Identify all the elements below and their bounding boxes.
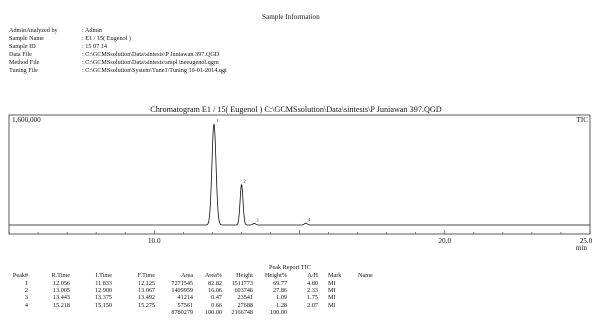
peak-marker: 1 bbox=[216, 118, 218, 123]
col-area-pct: 0.66 bbox=[211, 301, 222, 309]
info-value: : C:\GCMSsolution\Data\sintesis\smpl ine… bbox=[82, 59, 219, 66]
col-height-pct: 69.77 bbox=[273, 280, 287, 287]
col-peak: 1 bbox=[24, 280, 28, 287]
col-ah: A/H bbox=[307, 272, 318, 279]
info-row: Sample ID : 15 07 14 bbox=[0, 43, 400, 51]
table-row: 4 15.218 15.150 15.275 57561 0.66 27688 1.28 2.0… bbox=[0, 302, 592, 310]
info-value: : C:\GCMSsolution\System\Tune1\Tuning 10… bbox=[82, 67, 227, 74]
info-value: : E1 / 15( Eugenol ) bbox=[82, 35, 131, 42]
col-area: Area bbox=[180, 272, 193, 279]
info-row: Method File : C:\GCMSsolution\Data\sintes… bbox=[0, 59, 400, 67]
col-ftime: 12.125 bbox=[137, 280, 155, 287]
info-key: Method File bbox=[9, 59, 40, 66]
table-totals-row: 8780279 100.00 2166748 100.00 bbox=[0, 309, 592, 317]
col-mark: MI bbox=[328, 287, 336, 295]
x-unit-label: min bbox=[576, 244, 588, 252]
col-itime: 15.150 bbox=[94, 301, 112, 309]
info-key: Sample Name bbox=[9, 35, 44, 42]
info-key: Tuning File bbox=[9, 67, 38, 74]
plot-frame bbox=[8, 114, 591, 235]
table-header: Peak# R.Time I.Time F.Time Area Area% Height He… bbox=[0, 272, 592, 280]
col-height: 23541 bbox=[237, 294, 253, 302]
info-row: AdminAnalyzed by : Admin bbox=[0, 27, 400, 35]
col-ah: 4.80 bbox=[307, 280, 318, 287]
x-tick-label: 10.0 bbox=[148, 237, 161, 245]
info-key: Data File bbox=[9, 51, 32, 58]
col-area: 57561 bbox=[177, 301, 193, 309]
info-value: : Admin bbox=[82, 27, 103, 34]
info-row: Data File : C:\GCMSsolution\Data\sintesis… bbox=[0, 51, 400, 59]
col-peak: 2 bbox=[24, 287, 28, 295]
table-row: 3 13.443 13.375 13.492 41214 0.47 23541 1.09 1.7… bbox=[0, 294, 592, 302]
info-key: AdminAnalyzed by bbox=[9, 27, 58, 34]
col-area-pct: 0.47 bbox=[211, 294, 222, 302]
col-mark: MI bbox=[328, 301, 336, 309]
x-axis: 10.0 20.0 25.0 bbox=[8, 230, 592, 245]
col-area: 1409959 bbox=[171, 287, 193, 295]
col-ah: 2.33 bbox=[307, 287, 318, 295]
col-peak: 3 bbox=[24, 294, 28, 302]
col-rtime: 12.056 bbox=[52, 280, 70, 287]
col-height-pct: 100.00 bbox=[269, 308, 287, 316]
tic-trace bbox=[9, 123, 590, 226]
col-itime: I.Time bbox=[95, 272, 112, 279]
chromatogram-chart: Chromatogram E1 / 15( Eugenol ) C:\GCMSs… bbox=[8, 105, 592, 252]
col-mark: MI bbox=[328, 280, 336, 287]
table-row: 1 12.056 11.833 12.125 7271545 82.82 1511773 69… bbox=[0, 280, 592, 288]
col-area-pct: 100.00 bbox=[204, 308, 222, 316]
col-ftime: 13.492 bbox=[137, 294, 155, 302]
col-height: 1511773 bbox=[231, 280, 253, 287]
peak-marker: 2 bbox=[244, 179, 246, 184]
col-height-pct: 27.86 bbox=[273, 287, 287, 295]
col-rtime: 13.005 bbox=[52, 287, 70, 295]
peak-report-title: Peak Report TIC bbox=[269, 264, 311, 271]
chart-title: Chromatogram E1 / 15( Eugenol ) C:\GCMSs… bbox=[150, 105, 442, 114]
y-max-label: 1,600,000 bbox=[12, 116, 41, 124]
col-area-pct: Area% bbox=[204, 272, 222, 279]
tic-label: TIC bbox=[576, 116, 588, 124]
col-height: Height bbox=[236, 272, 253, 279]
info-row: Sample Name : E1 / 15( Eugenol ) bbox=[0, 35, 400, 43]
col-ah: 2.07 bbox=[307, 301, 318, 309]
info-value: : 15 07 14 bbox=[82, 43, 107, 50]
col-peak: 4 bbox=[24, 301, 28, 309]
info-row: Tuning File : C:\GCMSsolution\System\Tune… bbox=[0, 67, 400, 75]
col-itime: 12.900 bbox=[94, 287, 112, 295]
col-area: 7271545 bbox=[171, 280, 193, 287]
col-peak: Peak# bbox=[12, 272, 28, 279]
col-area: 41214 bbox=[177, 294, 193, 302]
col-rtime: 15.218 bbox=[52, 301, 70, 309]
col-rtime: 13.443 bbox=[52, 294, 70, 302]
col-height-pct: 1.28 bbox=[276, 301, 287, 309]
peak-marker: 3 bbox=[256, 217, 259, 222]
table-row: 2 13.005 12.900 13.067 1409959 16.06 603746 27.… bbox=[0, 287, 592, 295]
col-height-pct: Height% bbox=[265, 272, 287, 279]
col-itime: 13.375 bbox=[94, 294, 112, 302]
col-height-pct: 1.09 bbox=[276, 294, 287, 302]
col-rtime: R.Time bbox=[51, 272, 70, 279]
col-area: 8780279 bbox=[171, 308, 193, 316]
col-ftime: F.Time bbox=[137, 272, 155, 279]
info-key: Sample ID bbox=[9, 43, 36, 50]
report-title: Sample Information bbox=[262, 13, 320, 21]
info-value: : C:\GCMSsolution\Data\sintesis\P Juniaw… bbox=[82, 51, 220, 58]
col-itime: 11.833 bbox=[95, 280, 112, 287]
col-mark: Mark bbox=[328, 272, 342, 279]
col-ah: 1.75 bbox=[307, 294, 318, 302]
col-area-pct: 82.82 bbox=[208, 280, 222, 287]
col-ftime: 13.067 bbox=[137, 287, 155, 295]
col-height: 603746 bbox=[234, 287, 253, 295]
x-tick-label: 25.0 bbox=[580, 237, 592, 245]
col-ftime: 15.275 bbox=[137, 301, 155, 309]
col-height: 2166748 bbox=[231, 308, 253, 316]
x-tick-label: 20.0 bbox=[438, 237, 451, 245]
col-mark: MI bbox=[328, 294, 336, 302]
col-name: Name bbox=[358, 272, 373, 279]
peak-markers: 1 2 3 4 bbox=[216, 118, 311, 223]
peak-marker: 4 bbox=[308, 217, 311, 222]
col-area-pct: 16.06 bbox=[208, 287, 222, 295]
col-height: 27688 bbox=[237, 301, 253, 309]
